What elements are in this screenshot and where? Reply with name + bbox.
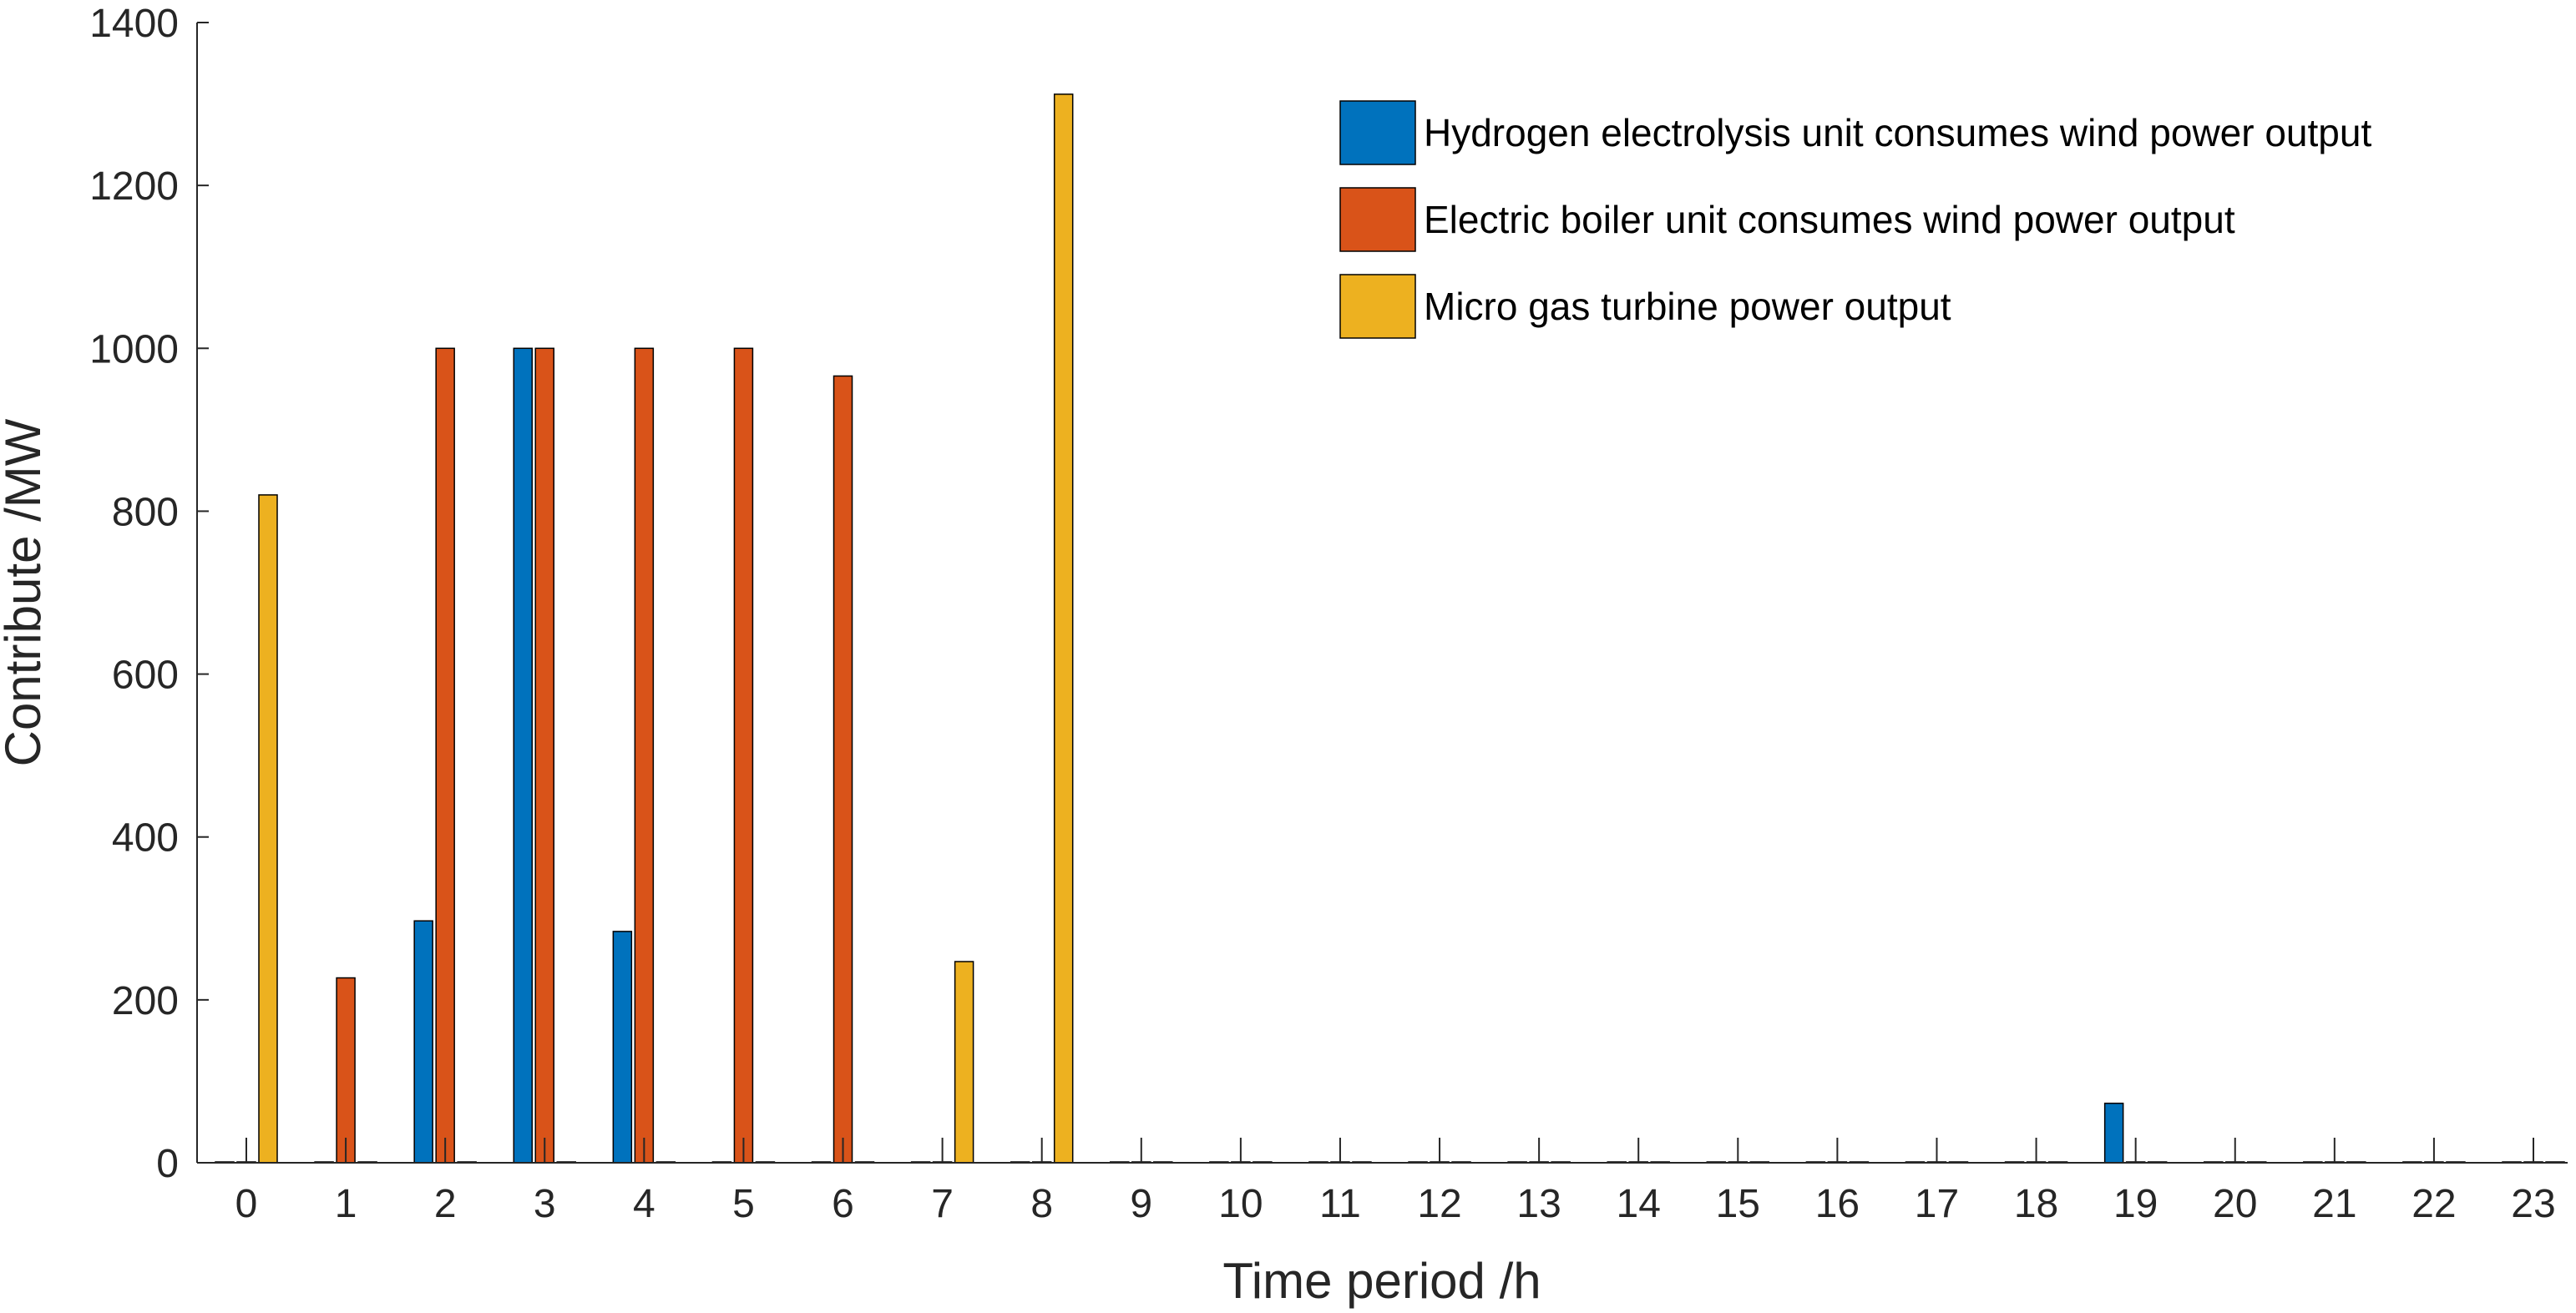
x-tick-label: 17 xyxy=(1915,1182,1959,1226)
x-tick-label: 12 xyxy=(1417,1182,1461,1226)
y-tick-label: 600 xyxy=(112,654,179,698)
y-tick-label: 200 xyxy=(112,979,179,1023)
y-tick-label: 800 xyxy=(112,490,179,534)
legend: Hydrogen electrolysis unit consumes wind… xyxy=(1339,100,2371,339)
bar-series3-0 xyxy=(258,494,278,1164)
y-tick-label: 400 xyxy=(112,816,179,861)
legend-swatch xyxy=(1339,187,1416,252)
bars-layer xyxy=(215,93,2565,1164)
legend-swatch xyxy=(1339,100,1416,165)
x-tick-label: 1 xyxy=(335,1182,357,1226)
legend-swatch xyxy=(1339,274,1416,339)
bar-series1-19 xyxy=(2103,1103,2124,1164)
bar-series1-4 xyxy=(612,931,633,1164)
bar-series2-5 xyxy=(733,347,754,1164)
x-tick-label: 9 xyxy=(1130,1182,1152,1226)
x-axis-title: Time period /h xyxy=(1222,1253,1541,1309)
x-tick-label: 23 xyxy=(2511,1182,2555,1226)
legend-label: Hydrogen electrolysis unit consumes wind… xyxy=(1424,111,2371,154)
x-tick-label: 0 xyxy=(235,1182,258,1226)
x-tick-label: 13 xyxy=(1516,1182,1561,1226)
y-tick-label: 1400 xyxy=(89,2,179,46)
axes-layer xyxy=(196,23,2568,1164)
x-tick-label: 3 xyxy=(534,1182,556,1226)
x-tick-label: 7 xyxy=(931,1182,954,1226)
bar-series2-3 xyxy=(534,347,555,1164)
bar-series2-4 xyxy=(634,347,655,1164)
bar-series3-7 xyxy=(954,961,974,1164)
y-tick-label: 1000 xyxy=(89,327,179,371)
legend-label: Micro gas turbine power output xyxy=(1424,285,1951,328)
bar-series2-2 xyxy=(435,347,455,1164)
x-ticks: 0 1 2 3 4 5 6 7 8 9 10 11 12 13 14 15 16 17 18 19 20 21 22 23 xyxy=(235,1138,2556,1226)
x-tick-label: 16 xyxy=(1815,1182,1860,1226)
x-tick-label: 22 xyxy=(2412,1182,2456,1226)
x-tick-label: 6 xyxy=(832,1182,854,1226)
bar-series1-3 xyxy=(513,347,534,1164)
x-tick-label: 4 xyxy=(633,1182,655,1226)
x-tick-label: 18 xyxy=(2014,1182,2058,1226)
x-tick-label: 8 xyxy=(1030,1182,1053,1226)
legend-label: Electric boiler unit consumes wind power… xyxy=(1424,198,2235,241)
x-tick-label: 15 xyxy=(1716,1182,1760,1226)
x-tick-label: 11 xyxy=(1319,1182,1361,1226)
bar-series2-1 xyxy=(336,977,356,1164)
y-tick-label: 1200 xyxy=(89,164,179,209)
x-tick-label: 19 xyxy=(2113,1182,2158,1226)
bar-series1-2 xyxy=(413,920,433,1164)
y-tick-label: 0 xyxy=(156,1142,179,1186)
y-axis-title: Contribute /MW xyxy=(0,418,51,766)
bar-series2-6 xyxy=(833,375,853,1164)
x-tick-label: 14 xyxy=(1617,1182,1661,1226)
bar-series3-8 xyxy=(1053,93,1074,1164)
x-tick-label: 2 xyxy=(434,1182,457,1226)
x-tick-label: 21 xyxy=(2312,1182,2356,1226)
y-ticks: 0 200 400 600 800 1000 1200 1400 xyxy=(89,2,209,1186)
x-tick-label: 20 xyxy=(2213,1182,2257,1226)
x-tick-label: 5 xyxy=(732,1182,755,1226)
x-tick-label: 10 xyxy=(1218,1182,1263,1226)
